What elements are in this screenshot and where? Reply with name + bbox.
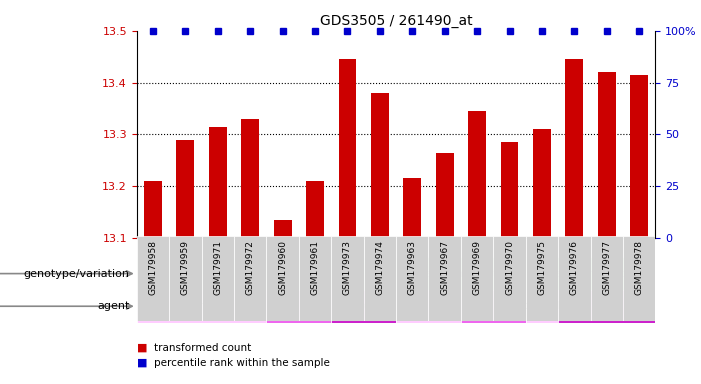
Bar (396, 290, 461, 323)
Bar (461, 236, 494, 321)
Text: GSM179974: GSM179974 (375, 240, 384, 295)
Text: percentile rank within the sample: percentile rank within the sample (154, 358, 330, 368)
Bar (526, 290, 558, 323)
Text: auxin: auxin (592, 301, 622, 311)
Bar (339, 59, 356, 238)
Bar (623, 236, 655, 321)
Bar (266, 290, 331, 323)
Text: GSM179975: GSM179975 (538, 240, 547, 295)
Bar (241, 119, 259, 238)
Bar (299, 236, 331, 321)
Bar (566, 59, 583, 238)
Bar (501, 142, 519, 238)
Bar (144, 181, 162, 238)
Bar (558, 290, 655, 323)
Bar (266, 236, 299, 321)
Text: GSM179972: GSM179972 (245, 240, 254, 295)
Bar (526, 257, 655, 290)
Text: control: control (523, 301, 562, 311)
Text: GSM179969: GSM179969 (472, 240, 482, 295)
Text: control: control (182, 301, 221, 311)
Text: GSM179978: GSM179978 (634, 240, 644, 295)
Text: ■: ■ (137, 343, 147, 353)
Bar (396, 236, 428, 321)
Text: GSM179976: GSM179976 (570, 240, 579, 295)
Bar (169, 236, 202, 321)
Bar (428, 236, 461, 321)
Text: GSM179973: GSM179973 (343, 240, 352, 295)
Bar (598, 72, 615, 238)
Bar (526, 236, 558, 321)
Bar (137, 236, 169, 321)
Bar (137, 290, 266, 323)
Text: GSM179967: GSM179967 (440, 240, 449, 295)
Text: GSM179961: GSM179961 (311, 240, 320, 295)
Bar (137, 257, 396, 290)
Title: GDS3505 / 261490_at: GDS3505 / 261490_at (320, 14, 472, 28)
Text: ethylene: ethylene (274, 301, 323, 311)
Bar (533, 129, 551, 238)
Bar (436, 152, 454, 238)
Text: GSM179970: GSM179970 (505, 240, 514, 295)
Bar (209, 127, 226, 238)
Text: GSM179959: GSM179959 (181, 240, 190, 295)
Bar (331, 290, 396, 323)
Text: GSM179958: GSM179958 (149, 240, 158, 295)
Text: auxin: auxin (348, 301, 379, 311)
Bar (177, 140, 194, 238)
Bar (461, 290, 526, 323)
Bar (364, 236, 396, 321)
Text: wild type: wild type (241, 268, 292, 279)
Bar (273, 220, 292, 238)
Bar (468, 111, 486, 238)
Text: GSM179971: GSM179971 (213, 240, 222, 295)
Text: GSM179977: GSM179977 (602, 240, 611, 295)
Bar (494, 236, 526, 321)
Text: control: control (409, 301, 448, 311)
Text: ■: ■ (137, 358, 147, 368)
Bar (403, 179, 421, 238)
Text: ein2 mutant: ein2 mutant (557, 268, 625, 279)
Bar (590, 236, 623, 321)
Text: aux1 mutant: aux1 mutant (425, 268, 497, 279)
Text: GSM179963: GSM179963 (408, 240, 417, 295)
Bar (202, 236, 234, 321)
Text: transformed count: transformed count (154, 343, 252, 353)
Bar (331, 236, 364, 321)
Text: agent: agent (97, 301, 130, 311)
Text: genotype/variation: genotype/variation (24, 268, 130, 279)
Bar (396, 257, 526, 290)
Bar (306, 181, 324, 238)
Bar (630, 75, 648, 238)
Bar (558, 236, 590, 321)
Bar (234, 236, 266, 321)
Bar (371, 93, 389, 238)
Text: GSM179960: GSM179960 (278, 240, 287, 295)
Text: ethylene: ethylene (469, 301, 518, 311)
